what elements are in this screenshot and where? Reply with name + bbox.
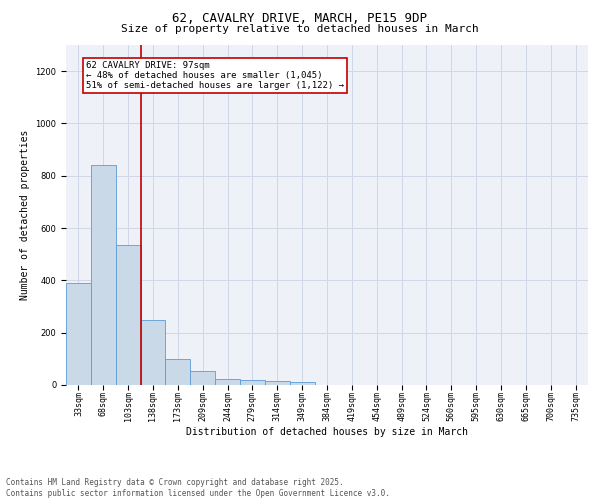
Text: 62 CAVALRY DRIVE: 97sqm
← 48% of detached houses are smaller (1,045)
51% of semi: 62 CAVALRY DRIVE: 97sqm ← 48% of detache…	[86, 60, 344, 90]
Text: Contains HM Land Registry data © Crown copyright and database right 2025.
Contai: Contains HM Land Registry data © Crown c…	[6, 478, 390, 498]
Text: Size of property relative to detached houses in March: Size of property relative to detached ho…	[121, 24, 479, 34]
X-axis label: Distribution of detached houses by size in March: Distribution of detached houses by size …	[186, 427, 468, 437]
Bar	[240, 380, 265, 385]
Bar	[91, 166, 116, 385]
Bar	[190, 372, 215, 385]
Bar	[140, 320, 166, 385]
Y-axis label: Number of detached properties: Number of detached properties	[20, 130, 30, 300]
Bar	[290, 382, 314, 385]
Bar	[66, 283, 91, 385]
Bar	[265, 382, 290, 385]
Text: 62, CAVALRY DRIVE, MARCH, PE15 9DP: 62, CAVALRY DRIVE, MARCH, PE15 9DP	[173, 12, 427, 26]
Bar	[116, 245, 140, 385]
Bar	[215, 379, 240, 385]
Bar	[166, 359, 190, 385]
